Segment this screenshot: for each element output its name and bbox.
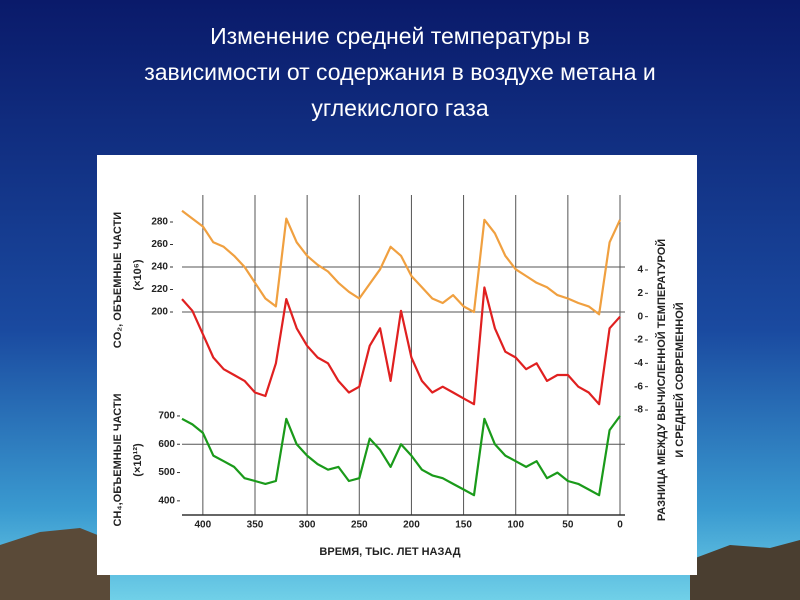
x-tick-label: 300 — [299, 520, 316, 531]
y-axis-label: (×10⁶) — [132, 259, 144, 290]
x-tick-label: 0 — [617, 520, 623, 531]
x-axis-label: ВРЕМЯ, ТЫС. ЛЕТ НАЗАД — [319, 546, 460, 558]
y3-tick-label: 600 — [158, 439, 175, 450]
x-tick-label: 400 — [195, 520, 212, 531]
x-tick-label: 150 — [455, 520, 472, 531]
mountain — [0, 528, 110, 600]
x-tick-label: 50 — [562, 520, 574, 531]
y2-tick-label: -6 — [634, 381, 643, 392]
y3-axis-label: CH₄,ОБЪЕМНЫЕ ЧАСТИ — [112, 393, 124, 526]
chart-panel — [97, 155, 697, 575]
y2-tick-label: -2 — [634, 335, 643, 346]
title-line: Изменение средней температуры в — [210, 23, 590, 49]
y3-axis-label: (×10¹²) — [132, 443, 144, 477]
series-line — [181, 415, 621, 497]
y3-tick-label: 400 — [158, 495, 175, 506]
title-line: зависимости от содержания в воздухе мета… — [144, 59, 656, 85]
y2-tick-label: -8 — [634, 405, 643, 416]
y2-axis-label: И СРЕДНЕЙ СОВРЕМЕННОЙ — [673, 302, 686, 457]
series-line — [181, 209, 621, 316]
y-axis-label: CO₂, ОБЪЕМНЫЕ ЧАСТИ — [112, 212, 124, 349]
y-tick-label: 200 — [151, 307, 168, 318]
x-tick-label: 200 — [403, 520, 420, 531]
x-tick-label: 250 — [351, 520, 368, 531]
y2-tick-label: 4 — [637, 265, 643, 276]
x-tick-label: 350 — [247, 520, 264, 531]
y-tick-label: 220 — [151, 284, 168, 295]
y3-tick-label: 500 — [158, 467, 175, 478]
y-tick-label: 240 — [151, 262, 168, 273]
y2-tick-label: 2 — [637, 288, 643, 299]
y2-tick-label: 0 — [637, 311, 643, 322]
series-line — [181, 286, 621, 406]
x-tick-label: 100 — [507, 520, 524, 531]
y2-axis-label: РАЗНИЦА МЕЖДУ ВЫЧИСЛЕННОЙ ТЕМПЕРАТУРОЙ — [655, 239, 668, 521]
mountain — [690, 540, 800, 600]
y-tick-label: 280 — [151, 217, 168, 228]
y3-tick-label: 700 — [158, 411, 175, 422]
y-tick-label: 260 — [151, 239, 168, 250]
y2-tick-label: -4 — [634, 358, 643, 369]
title-line: углекислого газа — [311, 95, 489, 121]
